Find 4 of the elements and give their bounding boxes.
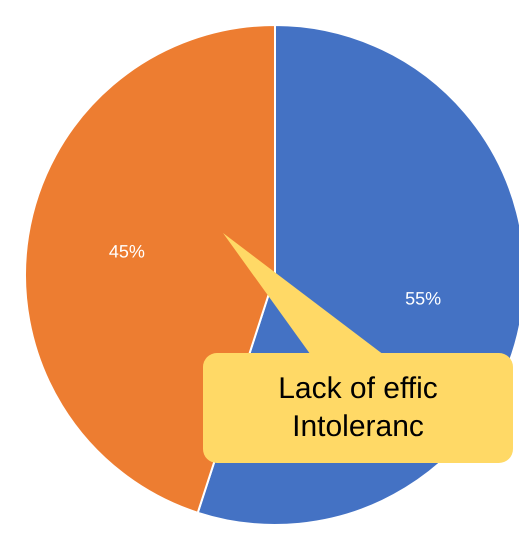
text: Lack of effic — [278, 371, 438, 407]
data-label: 45% — [108, 242, 145, 262]
text: Intoleranc — [292, 409, 424, 445]
data-label: 55% — [405, 288, 442, 308]
